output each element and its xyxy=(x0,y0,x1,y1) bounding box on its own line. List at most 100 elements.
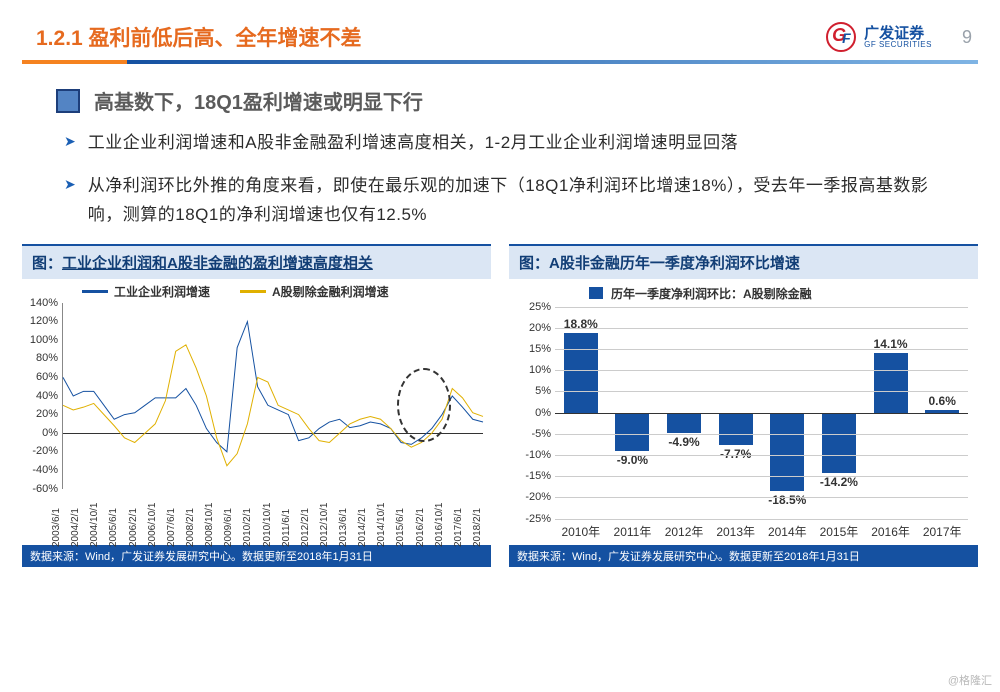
y-tick-label: 20% xyxy=(36,408,58,420)
arrow-icon: ➤ xyxy=(64,176,76,193)
x-tick-label: 2014/10/1 xyxy=(376,502,387,547)
x-tick-label: 2013/6/1 xyxy=(338,508,349,547)
x-tick-label: 2014/2/1 xyxy=(357,508,368,547)
arrow-icon: ➤ xyxy=(64,133,76,150)
y-tick-label: 25% xyxy=(529,301,551,313)
y-tick-label: 100% xyxy=(30,334,58,346)
logo: 广发证券 GF SECURITIES 9 xyxy=(826,22,972,52)
x-tick-label: 2011/6/1 xyxy=(281,508,292,546)
x-tick-label: 2016年 xyxy=(871,523,910,540)
bar-rect xyxy=(667,413,701,434)
bar-value-label: 0.6% xyxy=(929,394,956,408)
x-tick-label: 2008/2/1 xyxy=(185,508,196,547)
chart-title: 图：A股非金融历年一季度净利润环比增速 xyxy=(509,246,978,279)
x-tick-label: 2006/10/1 xyxy=(147,502,158,547)
y-tick-label: -40% xyxy=(32,464,58,476)
watermark: @格隆汇 xyxy=(948,672,992,688)
gridline xyxy=(555,519,968,520)
y-tick-label: 120% xyxy=(30,315,58,327)
chart-title-text: A股非金融历年一季度净利润环比增速 xyxy=(549,255,800,272)
x-tick-label: 2014年 xyxy=(768,523,807,540)
y-tick-label: -60% xyxy=(32,483,58,495)
square-bullet-icon xyxy=(56,89,80,113)
y-tick-label: -10% xyxy=(525,449,551,461)
y-tick-label: 140% xyxy=(30,297,58,309)
chart-a-body: 工业企业利润增速 A股剔除金融利润增速 -60% -40% -20% 0% 20% 40%… xyxy=(22,279,491,545)
x-tick-label: 2017年 xyxy=(923,523,962,540)
x-tick-label: 2010/10/1 xyxy=(262,502,273,547)
subheading-row: 高基数下，18Q1盈利增速或明显下行 xyxy=(56,86,960,115)
x-tick-label: 2011年 xyxy=(614,523,652,540)
x-tick-label: 2004/2/1 xyxy=(70,508,81,547)
x-tick-label: 2007/6/1 xyxy=(166,508,177,547)
bar-rect xyxy=(874,353,908,413)
chart-a-legend: 工业企业利润增速 A股剔除金融利润增速 xyxy=(82,283,389,300)
y-tick-label: 20% xyxy=(529,322,551,334)
x-tick-label: 2016/10/1 xyxy=(434,502,445,547)
chart-a-plot xyxy=(62,303,483,489)
chart-left: 图：工业企业利润和A股非金融的盈利增速高度相关 工业企业利润增速 A股剔除金融利… xyxy=(22,244,491,567)
chart-b-body: 历年一季度净利润环比：A股剔除金融 -25%-20%-15%-10%-5%0%5… xyxy=(509,279,978,545)
x-tick-label: 2005/6/1 xyxy=(108,508,119,547)
y-tick-label: -25% xyxy=(525,513,551,525)
x-tick-label: 2018/2/1 xyxy=(472,508,483,547)
y-tick-label: -20% xyxy=(525,491,551,503)
bar-value-label: -4.9% xyxy=(668,435,699,449)
list-item: ➤ 工业企业利润增速和A股非金融盈利增速高度相关，1-2月工业企业利润增速明显回… xyxy=(64,129,960,158)
x-tick-label: 2017/6/1 xyxy=(453,508,464,547)
gridline xyxy=(555,328,968,329)
bar-value-label: -18.5% xyxy=(768,493,806,507)
y-tick-label: 15% xyxy=(529,343,551,355)
chart-b-x-axis: 2010年2011年2012年2013年2014年2015年2016年2017年 xyxy=(555,523,968,541)
y-tick-label: 40% xyxy=(36,390,58,402)
logo-cn: 广发证券 xyxy=(864,26,932,41)
x-tick-label: 2012/2/1 xyxy=(300,508,311,547)
chart-title-text: 工业企业利润和A股非金融的盈利增速高度相关 xyxy=(62,255,373,272)
gridline xyxy=(555,476,968,477)
y-tick-label: 60% xyxy=(36,371,58,383)
legend-label: A股剔除金融利润增速 xyxy=(272,283,389,300)
chart-title-prefix: 图： xyxy=(32,255,62,272)
x-tick-label: 2010/2/1 xyxy=(242,508,253,547)
x-tick-label: 2006/2/1 xyxy=(128,508,139,547)
y-tick-label: 0% xyxy=(535,407,551,419)
y-tick-label: 80% xyxy=(36,352,58,364)
subheading: 高基数下，18Q1盈利增速或明显下行 xyxy=(94,86,423,115)
gridline xyxy=(555,434,968,435)
bullet-text: 工业企业利润增速和A股非金融盈利增速高度相关，1-2月工业企业利润增速明显回落 xyxy=(88,129,738,158)
x-tick-label: 2009/6/1 xyxy=(223,508,234,547)
x-tick-label: 2013年 xyxy=(716,523,755,540)
header-spacer xyxy=(0,0,1000,8)
legend-item: 工业企业利润增速 xyxy=(82,283,210,300)
chart-a-x-axis: 2003/6/12004/2/12004/10/12005/6/12006/2/… xyxy=(62,491,483,545)
logo-en: GF SECURITIES xyxy=(864,41,932,49)
x-tick-label: 2012年 xyxy=(665,523,704,540)
bullet-text: 从净利润环比外推的角度来看，即使在最乐观的加速下（18Q1净利润环比增速18%）… xyxy=(88,172,960,230)
bar-rect xyxy=(564,333,598,413)
y-tick-label: -20% xyxy=(32,445,58,457)
section-title: 1.2.1 盈利前低后高、全年增速不差 xyxy=(36,22,362,52)
content-area: 高基数下，18Q1盈利增速或明显下行 ➤ 工业企业利润增速和A股非金融盈利增速高… xyxy=(0,64,1000,230)
legend-label: 历年一季度净利润环比：A股剔除金融 xyxy=(611,285,812,302)
y-tick-label: 10% xyxy=(529,364,551,376)
legend-box-icon xyxy=(589,287,603,299)
x-tick-label: 2003/6/1 xyxy=(51,508,62,547)
bullet-list: ➤ 工业企业利润增速和A股非金融盈利增速高度相关，1-2月工业企业利润增速明显回… xyxy=(64,129,960,230)
list-item: ➤ 从净利润环比外推的角度来看，即使在最乐观的加速下（18Q1净利润环比增速18… xyxy=(64,172,960,230)
x-tick-label: 2012/10/1 xyxy=(319,502,330,547)
y-tick-label: -5% xyxy=(531,428,551,440)
chart-b-y-axis: -25%-20%-15%-10%-5%0%5%10%15%20%25% xyxy=(513,307,553,519)
title-row: 1.2.1 盈利前低后高、全年增速不差 广发证券 GF SECURITIES 9 xyxy=(0,8,1000,56)
gridline xyxy=(555,307,968,308)
chart-source: 数据来源：Wind，广发证券发展研究中心。数据更新至2018年1月31日 xyxy=(22,545,491,567)
x-tick-label: 2016/2/1 xyxy=(415,508,426,547)
bar-rect xyxy=(719,413,753,446)
chart-source: 数据来源：Wind，广发证券发展研究中心。数据更新至2018年1月31日 xyxy=(509,545,978,567)
gridline xyxy=(555,455,968,456)
x-tick-label: 2010年 xyxy=(561,523,600,540)
chart-title: 图：工业企业利润和A股非金融的盈利增速高度相关 xyxy=(22,246,491,279)
y-tick-label: 0% xyxy=(42,427,58,439)
legend-line-icon xyxy=(240,290,266,293)
y-tick-label: -15% xyxy=(525,470,551,482)
charts-row: 图：工业企业利润和A股非金融的盈利增速高度相关 工业企业利润增速 A股剔除金融利… xyxy=(0,244,1000,567)
